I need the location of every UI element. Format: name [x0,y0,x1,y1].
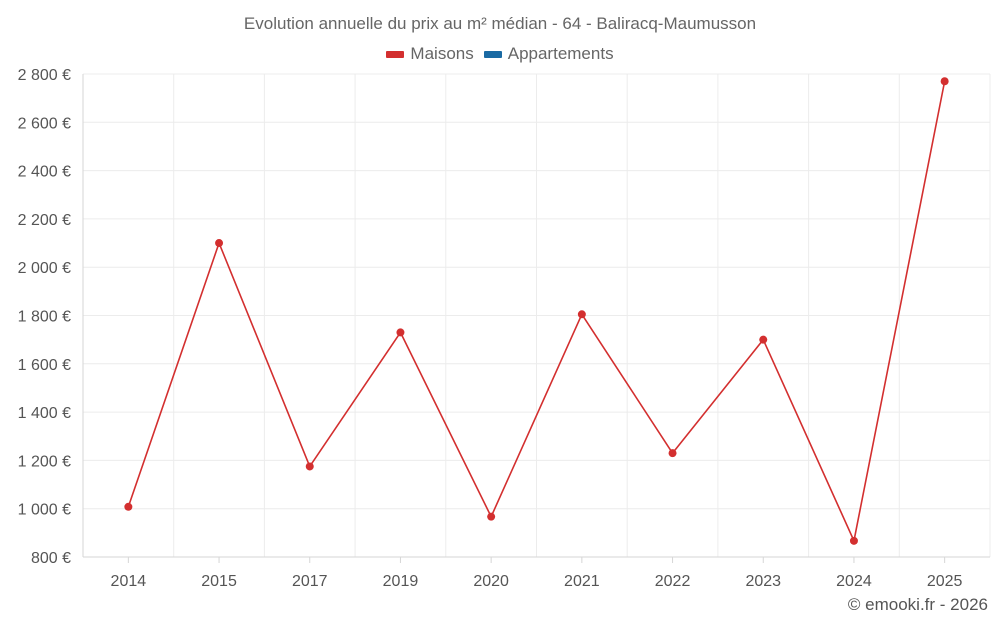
x-tick-label: 2025 [927,573,963,590]
y-tick-label: 1 200 € [18,453,71,470]
x-tick-label: 2023 [745,573,781,590]
x-tick-label: 2022 [655,573,691,590]
data-point-maisons-2023 [759,335,768,344]
y-tick-label: 1 600 € [18,357,71,374]
y-tick-label: 800 € [31,550,71,567]
footer-credit: © emooki.fr - 2026 [847,595,988,614]
y-tick-label: 2 400 € [18,164,71,181]
data-point-maisons-2021 [577,310,586,319]
legend-label-appartements: Appartements [507,44,614,63]
y-tick-label: 1 000 € [18,502,71,519]
axis-layer: 800 € 1 000 € 1 200 € 1 400 € 1 600 € 1 800 €… [18,67,990,590]
data-point-maisons-2015 [215,239,224,248]
data-point-maisons-2022 [668,449,677,458]
x-tick-label: 2015 [201,573,237,590]
legend-item-appartements[interactable]: Appartements [483,44,614,64]
grid-layer [82,73,991,558]
y-tick-label: 1 400 € [18,405,71,422]
y-tick-label: 2 800 € [18,67,71,84]
legend-swatch-appartements [483,50,502,58]
data-point-maisons-2019 [396,328,405,337]
x-tick-label: 2017 [292,573,328,590]
legend-swatch-maisons [386,50,405,58]
y-tick-label: 2 600 € [18,115,71,132]
data-point-maisons-2020 [487,512,496,521]
x-tick-label: 2021 [564,573,600,590]
data-point-maisons-2025 [940,77,949,86]
data-point-maisons-2014 [124,502,133,511]
y-tick-label: 1 800 € [18,309,71,326]
legend-item-maisons[interactable]: Maisons [386,44,474,64]
series-layer [124,77,949,545]
x-tick-label: 2014 [111,573,147,590]
chart-legend: Maisons Appartements [0,44,1000,64]
chart-title: Evolution annuelle du prix au m² médian … [243,14,757,33]
data-point-maisons-2024 [849,536,858,545]
data-point-maisons-2017 [305,462,314,471]
x-tick-label: 2024 [836,573,872,590]
y-tick-label: 2 000 € [18,260,71,277]
series-line-maisons [127,81,946,542]
y-tick-label: 2 200 € [18,212,71,229]
x-tick-label: 2019 [383,573,419,590]
legend-label-maisons: Maisons [410,44,474,63]
x-tick-label: 2020 [473,573,509,590]
